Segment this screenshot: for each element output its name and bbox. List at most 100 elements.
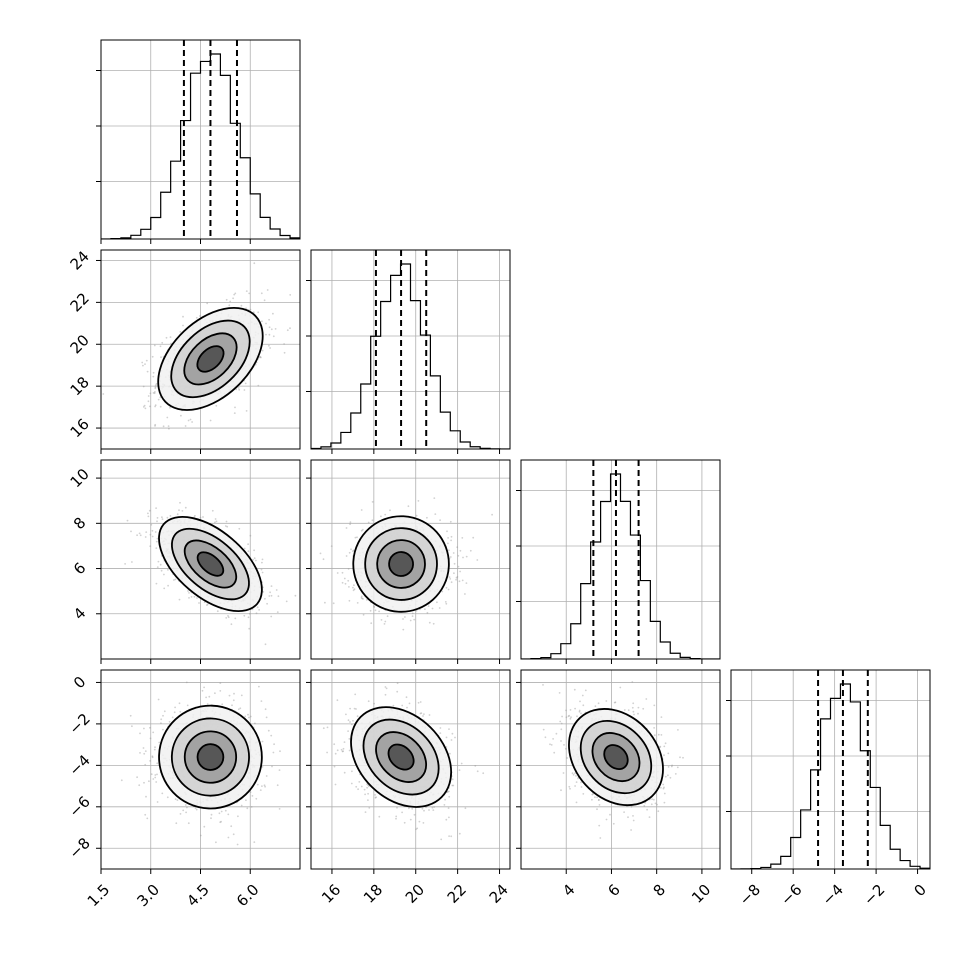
sample-point <box>452 784 455 787</box>
sample-point <box>580 786 583 788</box>
sample-point <box>158 741 161 744</box>
sample-point <box>356 715 359 718</box>
sample-point <box>181 510 184 512</box>
sample-point <box>144 407 147 410</box>
sample-point <box>336 749 339 752</box>
sample-point <box>136 534 139 537</box>
sample-point <box>384 620 387 623</box>
sample-point <box>283 343 285 345</box>
sample-point <box>631 681 634 683</box>
sample-point <box>206 703 209 705</box>
sample-point <box>352 549 355 552</box>
sample-point <box>408 807 410 810</box>
sample-point <box>459 570 461 573</box>
sample-point <box>389 509 391 512</box>
sample-point <box>268 595 271 597</box>
sample-point <box>447 791 449 793</box>
density-fill-0 <box>197 744 224 770</box>
sample-point <box>154 746 156 749</box>
sample-point <box>245 799 247 802</box>
sample-point <box>341 571 344 574</box>
sample-point <box>187 419 190 422</box>
sample-point <box>453 562 456 565</box>
density-fill-0 <box>388 744 414 770</box>
sample-point <box>154 423 157 426</box>
sample-point <box>147 515 150 518</box>
contour-line-2 <box>364 527 438 601</box>
sample-point <box>161 518 164 521</box>
sample-point <box>251 795 254 797</box>
sample-point <box>274 328 277 330</box>
sample-point <box>353 588 356 591</box>
sample-point <box>261 571 264 574</box>
hist-panel-0 <box>96 39 301 240</box>
sample-point <box>452 552 455 554</box>
contour-line-3 <box>158 704 263 810</box>
sample-point <box>258 609 260 611</box>
sample-point <box>232 297 235 300</box>
sample-point <box>267 729 270 732</box>
sample-point <box>447 807 450 809</box>
sample-point <box>363 788 366 791</box>
sample-point <box>136 776 139 779</box>
sample-point <box>364 811 367 813</box>
sample-point <box>598 804 601 806</box>
sample-point <box>360 595 363 598</box>
sample-point <box>142 364 144 367</box>
sample-point <box>247 616 250 619</box>
sample-point <box>131 561 133 563</box>
sample-point <box>451 732 454 735</box>
sample-point <box>265 322 267 325</box>
sample-point <box>354 536 357 539</box>
sample-point <box>333 743 336 746</box>
sample-point <box>428 621 431 624</box>
sample-point <box>151 755 154 758</box>
sample-point <box>445 736 448 739</box>
sample-point <box>401 811 403 814</box>
sample-point <box>206 302 209 305</box>
sample-point <box>126 519 129 522</box>
sample-point <box>237 708 240 711</box>
sample-point <box>411 612 414 615</box>
sample-point <box>201 689 204 692</box>
sample-point <box>166 516 169 519</box>
sample-point <box>179 501 181 504</box>
sample-point <box>149 392 152 395</box>
sample-point <box>228 304 231 307</box>
sample-point <box>193 595 196 598</box>
sample-point <box>188 597 190 599</box>
sample-point <box>345 713 347 716</box>
scatter-panel-3-0 <box>100 669 301 870</box>
sample-point <box>154 531 157 533</box>
sample-point <box>225 298 228 301</box>
hist-panel-3 <box>726 669 931 870</box>
sample-point <box>579 700 581 703</box>
sample-point <box>253 557 256 560</box>
sample-point <box>448 795 451 798</box>
sample-point <box>199 834 202 837</box>
sample-point <box>156 762 159 765</box>
contour-line-1 <box>376 539 426 589</box>
sample-point <box>129 714 132 717</box>
density-fill-0 <box>389 552 414 577</box>
sample-point <box>238 527 241 530</box>
sample-point <box>374 609 377 612</box>
sample-point <box>273 743 275 746</box>
sample-point <box>180 414 182 417</box>
sample-point <box>184 506 187 509</box>
sample-point <box>151 355 154 358</box>
sample-point <box>246 807 249 810</box>
sample-point <box>138 784 141 787</box>
sample-point <box>270 734 273 737</box>
sample-point <box>371 501 374 503</box>
sample-point <box>373 702 375 705</box>
sample-point <box>157 698 160 701</box>
sample-point <box>349 707 351 710</box>
sample-point <box>239 707 242 710</box>
sample-point <box>423 713 425 715</box>
sample-point <box>225 520 228 523</box>
sample-point <box>336 572 339 574</box>
sample-point <box>441 590 444 593</box>
sample-point <box>633 713 635 716</box>
sample-point <box>153 344 156 347</box>
